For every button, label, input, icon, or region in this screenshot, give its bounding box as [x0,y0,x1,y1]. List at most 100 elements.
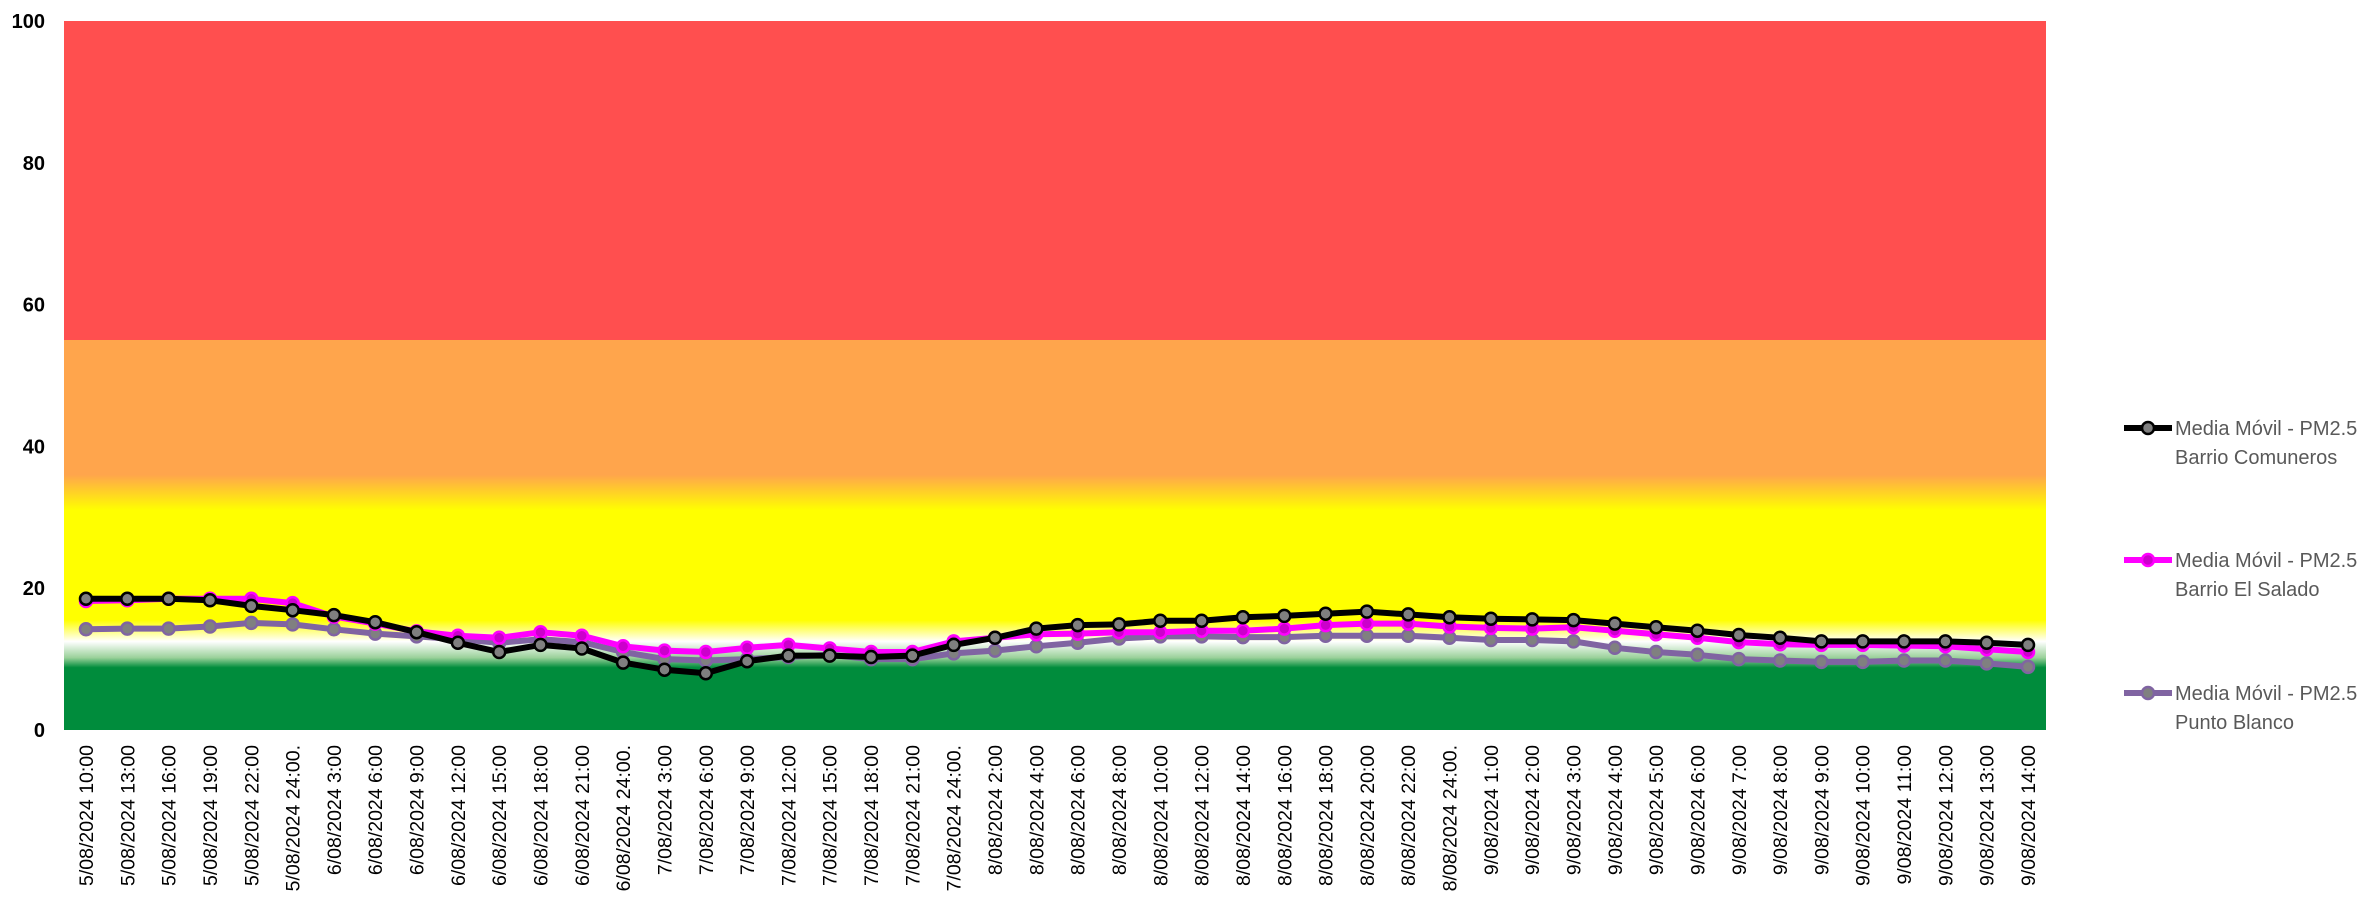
x-tick-label: 8/08/2024 20:00 [1357,745,1379,886]
y-tick-label: 80 [23,153,45,175]
data-point [2020,637,2036,653]
data-point [1483,632,1499,648]
legend-item: Media Móvil - PM2.5 Barrio Comuneros [2124,418,2357,469]
y-tick-label: 60 [23,295,45,317]
x-tick-label: 8/08/2024 8:00 [1109,745,1131,875]
x-tick-label: 8/08/2024 24:00. [1440,745,1462,891]
x-tick-label: 9/08/2024 9:00 [1811,745,1833,875]
data-point [987,630,1003,646]
x-tick-label: 9/08/2024 10:00 [1853,745,1875,886]
data-point [1607,616,1623,631]
data-point [161,621,176,636]
data-point [698,644,714,660]
data-point [1979,656,1994,671]
x-tick-label: 9/08/2024 7:00 [1729,745,1751,875]
data-point [1029,639,1044,654]
series-3 [78,615,2036,675]
x-tick-label: 7/08/2024 12:00 [778,745,800,886]
data-point [1359,604,1375,619]
data-point [285,617,300,632]
x-tick-label: 8/08/2024 6:00 [1068,745,1090,875]
data-point [1772,630,1788,646]
x-tick-label: 7/08/2024 6:00 [696,745,718,875]
y-tick-label: 100 [12,11,45,33]
x-tick-label: 8/08/2024 16:00 [1274,745,1296,886]
data-point [1400,628,1416,643]
x-tick-label: 7/08/2024 15:00 [820,745,842,886]
x-tick-label: 9/08/2024 1:00 [1481,745,1503,875]
series-lines [78,591,2036,681]
legend-item: Media Móvil - PM2.5 Barrio El Salado [2124,550,2357,601]
x-tick-label: 6/08/2024 9:00 [407,745,429,875]
data-point [120,621,135,636]
data-point [1607,640,1623,656]
x-tick-label: 8/08/2024 10:00 [1150,745,1172,886]
data-point [1277,608,1292,624]
data-point [1070,617,1085,633]
data-point [533,637,548,653]
x-tick-label: 6/08/2024 15:00 [489,745,511,886]
data-point [285,602,300,618]
data-point [78,622,94,637]
x-tick-label: 6/08/2024 6:00 [365,745,387,875]
x-tick-label: 5/08/2024 10:00 [76,745,98,886]
data-point [491,644,507,660]
data-point [657,643,672,658]
x-tick-label: 5/08/2024 13:00 [117,745,139,886]
data-point [1235,623,1251,638]
data-point [367,614,383,630]
x-tick-label: 9/08/2024 11:00 [1894,745,1916,885]
legend-swatch-marker [2140,552,2156,568]
x-axis-ticks: 5/08/2024 10:00 5/08/2024 13:00 5/08/2024 … [76,745,2040,892]
legend: Media Móvil - PM2.5 Barrio Comuneros Media… [2124,418,2357,734]
x-tick-label: 7/08/2024 24:00. [944,745,966,891]
x-tick-label: 9/08/2024 5:00 [1646,745,1668,875]
legend-swatch-marker [2140,685,2156,701]
x-tick-label: 8/08/2024 4:00 [1026,745,1048,875]
data-point [450,635,466,651]
data-point [244,598,259,614]
data-point [491,630,507,646]
x-tick-label: 9/08/2024 2:00 [1522,745,1544,875]
data-point [120,591,135,607]
data-point [987,643,1003,658]
y-axis-ticks: 0 20 40 60 80 100 [12,11,45,742]
x-tick-label: 6/08/2024 12:00 [448,745,470,886]
x-tick-label: 5/08/2024 19:00 [200,745,222,886]
y-tick-label: 40 [23,436,45,458]
data-point [1153,613,1168,629]
series-1 [78,591,2036,681]
data-point [1277,621,1292,636]
data-point [1938,634,1953,649]
data-point [1731,627,1747,643]
data-point [1648,644,1664,660]
x-tick-label: 8/08/2024 18:00 [1316,745,1338,886]
data-point [1235,610,1251,625]
data-point [78,591,94,607]
y-tick-label: 0 [34,720,45,742]
x-tick-label: 9/08/2024 3:00 [1563,745,1585,875]
data-point [1690,647,1705,663]
data-point [946,637,961,653]
data-point [326,622,342,637]
data-point [161,591,176,607]
legend-item: Media Móvil - PM2.5 Punto Blanco [2124,683,2357,734]
data-point [409,624,424,640]
data-point [1483,611,1499,626]
data-point [657,662,672,677]
data-point [574,641,590,656]
data-point [1566,634,1581,649]
y-tick-label: 20 [23,578,45,600]
data-point [533,624,548,640]
data-point [326,607,342,623]
data-point [1896,653,1912,668]
data-point [739,640,755,656]
data-point [1938,653,1953,668]
data-point [1359,628,1375,643]
data-point [1648,619,1664,635]
x-tick-label: 8/08/2024 22:00 [1398,745,1420,886]
x-tick-label: 9/08/2024 4:00 [1605,745,1627,875]
data-point [1566,612,1581,628]
data-point [1111,617,1127,632]
